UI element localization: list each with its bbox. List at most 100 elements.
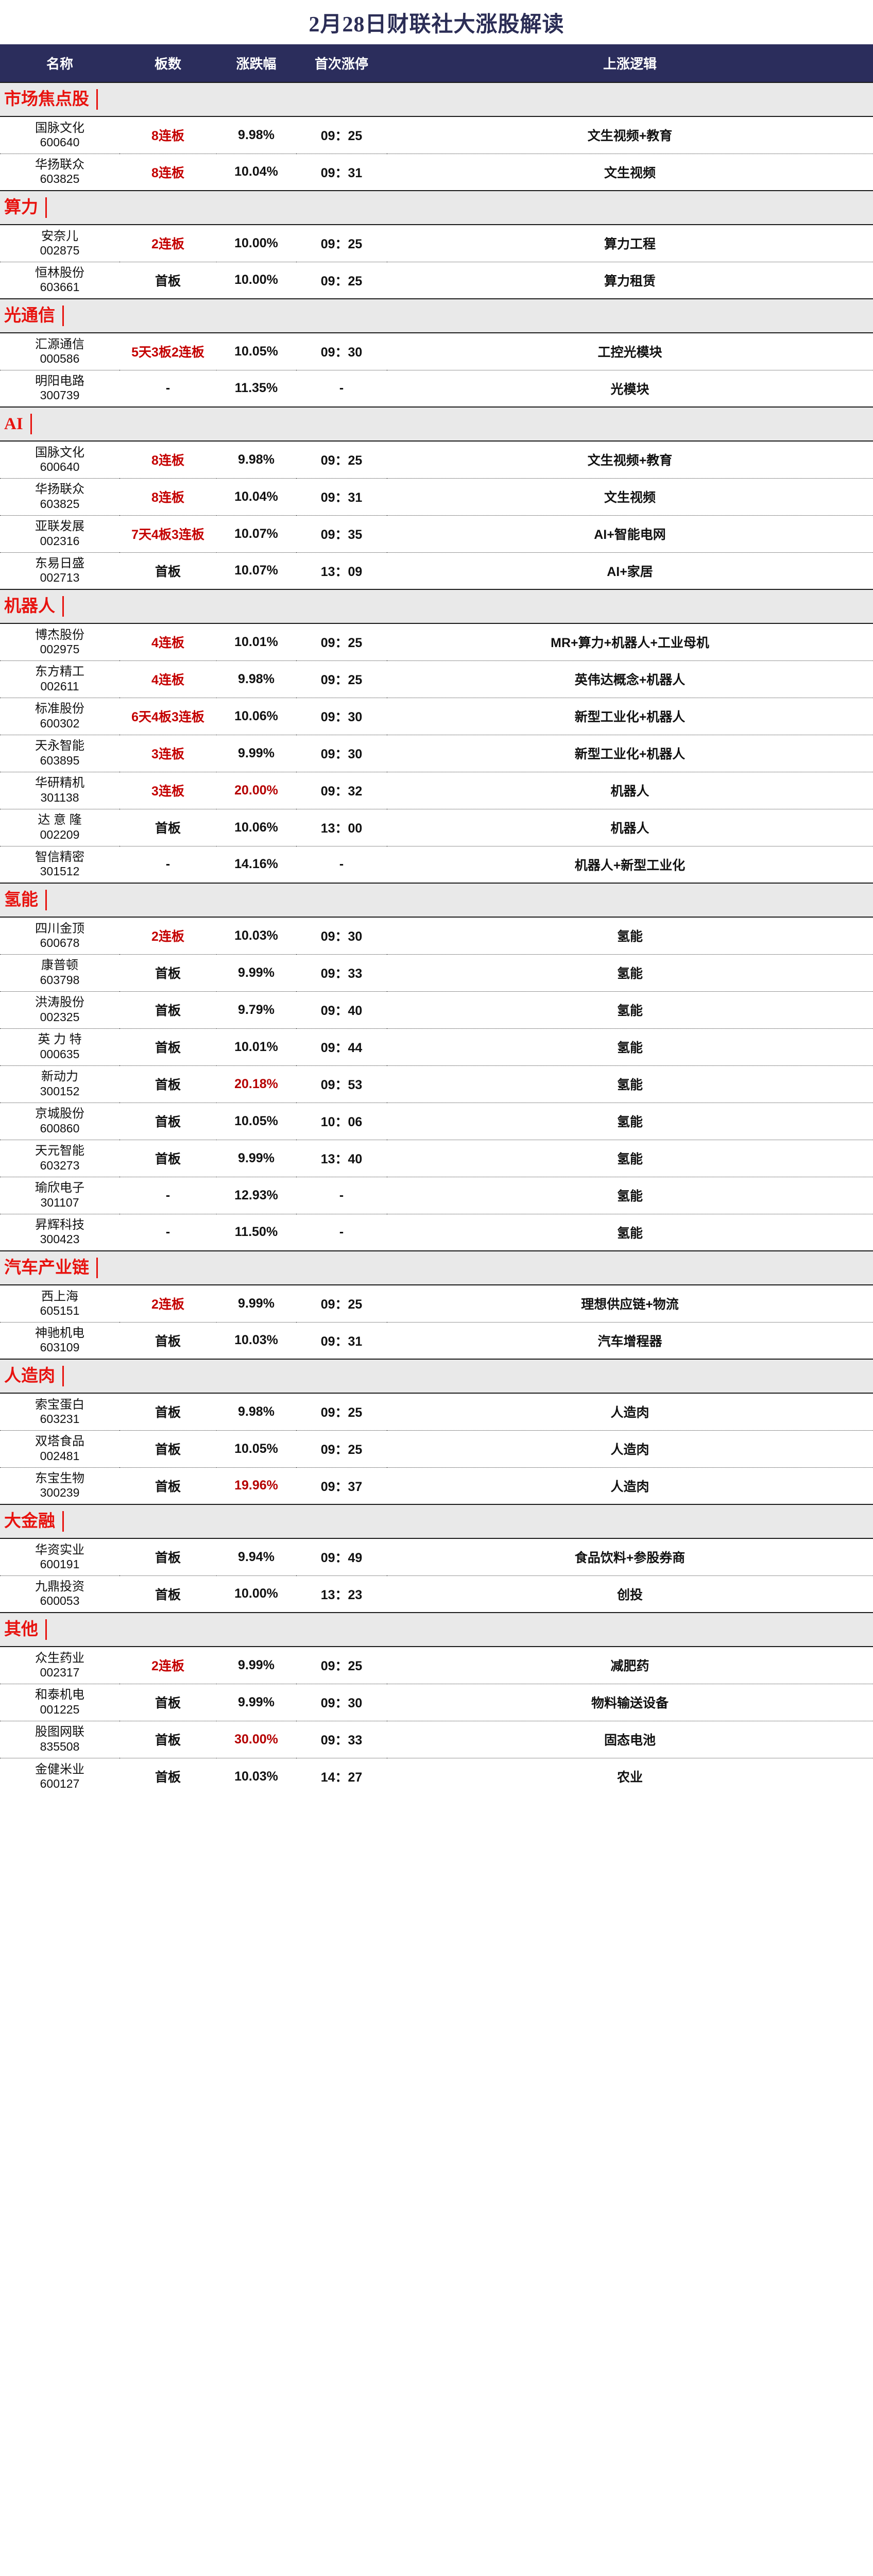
rise-logic-cell: MR+算力+机器人+工业母机: [387, 623, 873, 661]
table-row[interactable]: 华资实业 600191 首板 9.94% 09：49 食品饮料+参股券商: [0, 1538, 873, 1576]
stock-name-cell[interactable]: 九鼎投资 600053: [0, 1575, 119, 1613]
stock-name-cell[interactable]: 华资实业 600191: [0, 1538, 119, 1576]
change-percent-cell: 10.07%: [216, 552, 296, 589]
section-label: 人造肉: [4, 1366, 64, 1386]
stock-name-cell[interactable]: 和泰机电 001225: [0, 1684, 119, 1721]
table-row[interactable]: 新动力 300152 首板 20.18% 09：53 氢能: [0, 1065, 873, 1103]
stock-name-cell[interactable]: 智信精密 301512: [0, 846, 119, 883]
stock-name-cell[interactable]: 博杰股份 002975: [0, 623, 119, 661]
stock-code: 300739: [40, 388, 80, 402]
stock-name-cell[interactable]: 东易日盛 002713: [0, 552, 119, 589]
stock-name-cell[interactable]: 京城股份 600860: [0, 1103, 119, 1140]
stock-name-cell[interactable]: 英 力 特 000635: [0, 1028, 119, 1066]
stock-name-cell[interactable]: 天元智能 603273: [0, 1140, 119, 1177]
stock-name-cell[interactable]: 汇源通信 000586: [0, 333, 119, 370]
table-row[interactable]: 亚联发展 002316 7天4板3连板 10.07% 09：35 AI+智能电网: [0, 515, 873, 553]
table-row[interactable]: 索宝蛋白 603231 首板 9.98% 09：25 人造肉: [0, 1393, 873, 1431]
table-row[interactable]: 华扬联众 603825 8连板 10.04% 09：31 文生视频: [0, 478, 873, 516]
table-row[interactable]: 天永智能 603895 3连板 9.99% 09：30 新型工业化+机器人: [0, 735, 873, 772]
stock-code: 002611: [40, 679, 79, 693]
table-row[interactable]: 智信精密 301512-14.16% - 机器人+新型工业化: [0, 846, 873, 883]
table-row[interactable]: 双塔食品 002481 首板 10.05% 09：25 人造肉: [0, 1430, 873, 1468]
rise-logic-cell: AI+家居: [387, 552, 873, 589]
stock-name-cell[interactable]: 达 意 隆 002209: [0, 809, 119, 846]
change-percent-cell: 10.03%: [216, 1322, 296, 1359]
table-row[interactable]: 博杰股份 002975 4连板 10.01% 09：25 MR+算力+机器人+工业母机: [0, 623, 873, 661]
rise-logic-cell: 理想供应链+物流: [387, 1285, 873, 1323]
stock-name-cell[interactable]: 华研精机 301138: [0, 772, 119, 809]
stock-name-cell[interactable]: 东方精工 002611: [0, 660, 119, 698]
stock-name: 东易日盛: [35, 556, 84, 571]
stock-name-cell[interactable]: 国脉文化 600640: [0, 116, 119, 154]
table-row[interactable]: 华扬联众 603825 8连板 10.04% 09：31 文生视频: [0, 154, 873, 191]
table-row[interactable]: 金健米业 600127 首板 10.03% 14：27 农业: [0, 1758, 873, 1795]
table-row[interactable]: 安奈儿 002875 2连板 10.00% 09：25 算力工程: [0, 225, 873, 262]
board-count-cell: 6天4板3连板: [119, 698, 216, 735]
stock-name-cell[interactable]: 四川金顶 600678: [0, 917, 119, 955]
stock-name-cell[interactable]: 恒林股份 603661: [0, 262, 119, 299]
table-row[interactable]: 恒林股份 603661 首板 10.00% 09：25 算力租赁: [0, 262, 873, 299]
section-header-row: AI: [0, 406, 873, 442]
board-count-cell: 首板: [119, 1721, 216, 1758]
first-limit-up-time-cell: -: [296, 846, 387, 883]
stock-name-cell[interactable]: 众生药业 002317: [0, 1647, 119, 1684]
table-row[interactable]: 四川金顶 600678 2连板 10.03% 09：30 氢能: [0, 917, 873, 955]
table-row[interactable]: 瑜欣电子 301107-12.93% - 氢能: [0, 1177, 873, 1214]
stock-name-cell[interactable]: 华扬联众 603825: [0, 154, 119, 191]
stock-name-cell[interactable]: 神驰机电 603109: [0, 1322, 119, 1359]
table-row[interactable]: 洪涛股份 002325 首板 9.79% 09：40 氢能: [0, 991, 873, 1029]
stock-name-cell[interactable]: 洪涛股份 002325: [0, 991, 119, 1029]
stock-name-cell[interactable]: 安奈儿 002875: [0, 225, 119, 262]
table-row[interactable]: 国脉文化 600640 8连板 9.98% 09：25 文生视频+教育: [0, 116, 873, 154]
rise-logic-cell: 算力工程: [387, 225, 873, 262]
stock-name-cell[interactable]: 东宝生物 300239: [0, 1467, 119, 1504]
rise-logic-cell: 光模块: [387, 370, 873, 407]
stock-name-cell[interactable]: 昇辉科技 300423: [0, 1214, 119, 1251]
stock-code: 603825: [40, 172, 80, 186]
stock-name-cell[interactable]: 瑜欣电子 301107: [0, 1177, 119, 1214]
table-row[interactable]: 达 意 隆 002209 首板 10.06% 13：00 机器人: [0, 809, 873, 846]
rise-logic-cell: 农业: [387, 1758, 873, 1795]
stock-name-cell[interactable]: 亚联发展 002316: [0, 515, 119, 553]
table-row[interactable]: 股图网联 835508 首板 30.00% 09：33 固态电池: [0, 1721, 873, 1758]
table-row[interactable]: 和泰机电 001225 首板 9.99% 09：30 物料输送设备: [0, 1684, 873, 1721]
table-row[interactable]: 汇源通信 000586 5天3板2连板 10.05% 09：30 工控光模块: [0, 333, 873, 370]
first-limit-up-time-cell: 09：31: [296, 478, 387, 516]
section-accent-bar: [45, 197, 47, 218]
stock-name-cell[interactable]: 明阳电路 300739: [0, 370, 119, 407]
table-row[interactable]: 天元智能 603273 首板 9.99% 13：40 氢能: [0, 1140, 873, 1177]
table-row[interactable]: 京城股份 600860 首板 10.05% 10：06 氢能: [0, 1103, 873, 1140]
stock-name-cell[interactable]: 华扬联众 603825: [0, 478, 119, 516]
section-accent-bar: [30, 414, 32, 434]
table-row[interactable]: 明阳电路 300739-11.35% - 光模块: [0, 370, 873, 407]
stock-name-cell[interactable]: 国脉文化 600640: [0, 441, 119, 479]
first-limit-up-time-cell: 10：06: [296, 1103, 387, 1140]
stock-name-cell[interactable]: 金健米业 600127: [0, 1758, 119, 1795]
stock-name-cell[interactable]: 双塔食品 002481: [0, 1430, 119, 1468]
stock-name-cell[interactable]: 康普顿 603798: [0, 954, 119, 992]
table-row[interactable]: 九鼎投资 600053 首板 10.00% 13：23 创投: [0, 1575, 873, 1613]
table-row[interactable]: 西上海 605151 2连板 9.99% 09：25 理想供应链+物流: [0, 1285, 873, 1323]
stock-name-cell[interactable]: 天永智能 603895: [0, 735, 119, 772]
rise-logic-cell: 文生视频+教育: [387, 116, 873, 154]
stock-name-cell[interactable]: 标准股份 600302: [0, 698, 119, 735]
stock-name-cell[interactable]: 新动力 300152: [0, 1065, 119, 1103]
table-row[interactable]: 昇辉科技 300423-11.50% - 氢能: [0, 1214, 873, 1251]
table-row[interactable]: 众生药业 002317 2连板 9.99% 09：25 减肥药: [0, 1647, 873, 1684]
stock-name-cell[interactable]: 股图网联 835508: [0, 1721, 119, 1758]
column-header-time: 首次涨停: [296, 44, 387, 82]
rise-logic-cell: 创投: [387, 1575, 873, 1613]
table-row[interactable]: 标准股份 600302 6天4板3连板 10.06% 09：30 新型工业化+机器人: [0, 698, 873, 735]
table-row[interactable]: 康普顿 603798 首板 9.99% 09：33 氢能: [0, 954, 873, 992]
table-row[interactable]: 国脉文化 600640 8连板 9.98% 09：25 文生视频+教育: [0, 441, 873, 479]
table-row[interactable]: 华研精机 301138 3连板 20.00% 09：32 机器人: [0, 772, 873, 809]
first-limit-up-time-cell: -: [296, 1214, 387, 1251]
table-row[interactable]: 英 力 特 000635 首板 10.01% 09：44 氢能: [0, 1028, 873, 1066]
table-row[interactable]: 东方精工 002611 4连板 9.98% 09：25 英伟达概念+机器人: [0, 660, 873, 698]
stock-name: 亚联发展: [35, 519, 84, 534]
table-row[interactable]: 东易日盛 002713 首板 10.07% 13：09 AI+家居: [0, 552, 873, 589]
table-row[interactable]: 神驰机电 603109 首板 10.03% 09：31 汽车增程器: [0, 1322, 873, 1359]
stock-name-cell[interactable]: 索宝蛋白 603231: [0, 1393, 119, 1431]
stock-name-cell[interactable]: 西上海 605151: [0, 1285, 119, 1323]
table-row[interactable]: 东宝生物 300239 首板 19.96% 09：37 人造肉: [0, 1467, 873, 1504]
